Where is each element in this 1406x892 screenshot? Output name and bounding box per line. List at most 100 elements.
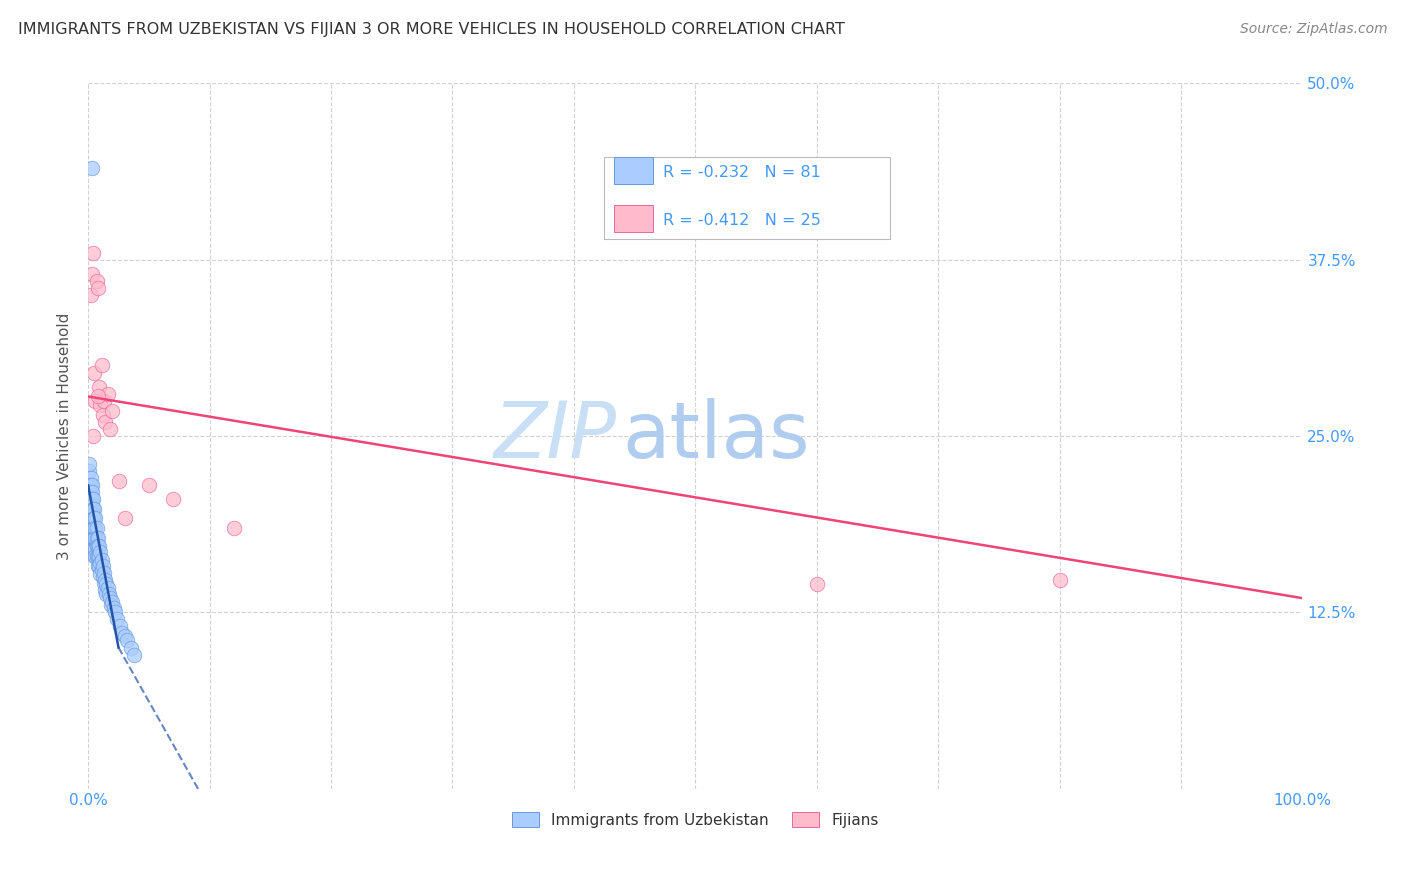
Point bbox=[86, 539, 108, 553]
Point bbox=[83, 366, 105, 380]
Point bbox=[101, 595, 124, 609]
Point bbox=[97, 582, 120, 596]
Point bbox=[82, 531, 104, 545]
Point bbox=[82, 507, 104, 521]
Point bbox=[79, 500, 101, 514]
Text: R = -0.232   N = 81: R = -0.232 N = 81 bbox=[662, 165, 821, 180]
Point bbox=[94, 415, 117, 429]
Point bbox=[80, 534, 103, 549]
Point bbox=[80, 510, 103, 524]
Point bbox=[1049, 573, 1071, 587]
Point bbox=[90, 553, 112, 567]
Point bbox=[115, 633, 138, 648]
Point bbox=[114, 510, 136, 524]
Point bbox=[83, 549, 105, 563]
FancyBboxPatch shape bbox=[614, 157, 652, 184]
Point bbox=[82, 245, 104, 260]
Point bbox=[104, 605, 127, 619]
Point bbox=[120, 640, 142, 655]
Point bbox=[103, 601, 125, 615]
Point bbox=[80, 516, 103, 531]
Point bbox=[79, 492, 101, 507]
Legend: Immigrants from Uzbekistan, Fijians: Immigrants from Uzbekistan, Fijians bbox=[506, 805, 886, 834]
Point bbox=[87, 531, 110, 545]
Point bbox=[806, 577, 828, 591]
Point bbox=[80, 507, 103, 521]
Point bbox=[83, 521, 105, 535]
Point bbox=[84, 549, 107, 563]
Point bbox=[98, 591, 121, 606]
Point bbox=[96, 577, 118, 591]
Point bbox=[83, 510, 105, 524]
Point bbox=[90, 359, 112, 373]
Point bbox=[82, 521, 104, 535]
Point bbox=[111, 626, 134, 640]
Point bbox=[79, 457, 101, 471]
Text: ZIP: ZIP bbox=[494, 398, 616, 474]
Point bbox=[124, 648, 146, 662]
Point bbox=[87, 539, 110, 553]
Point bbox=[91, 570, 114, 584]
Point bbox=[100, 598, 122, 612]
Point bbox=[80, 161, 103, 175]
Point bbox=[86, 521, 108, 535]
Point bbox=[87, 539, 110, 553]
Point bbox=[91, 408, 114, 422]
Text: IMMIGRANTS FROM UZBEKISTAN VS FIJIAN 3 OR MORE VEHICLES IN HOUSEHOLD CORRELATION: IMMIGRANTS FROM UZBEKISTAN VS FIJIAN 3 O… bbox=[18, 22, 845, 37]
Point bbox=[79, 485, 101, 500]
Point bbox=[79, 527, 101, 541]
Point bbox=[79, 507, 101, 521]
Point bbox=[82, 429, 104, 443]
Point bbox=[83, 541, 105, 556]
Point bbox=[93, 393, 115, 408]
FancyBboxPatch shape bbox=[614, 205, 652, 232]
Point bbox=[83, 502, 105, 516]
Point bbox=[87, 549, 110, 563]
Point bbox=[86, 549, 108, 563]
Point bbox=[80, 478, 103, 492]
Point bbox=[138, 478, 160, 492]
Point bbox=[87, 558, 110, 573]
Point bbox=[79, 288, 101, 302]
Point bbox=[105, 612, 128, 626]
Point bbox=[114, 629, 136, 643]
Point bbox=[97, 386, 120, 401]
Point bbox=[83, 531, 105, 545]
Point bbox=[87, 558, 110, 573]
Point bbox=[79, 510, 101, 524]
Point bbox=[90, 563, 112, 577]
Point bbox=[96, 587, 118, 601]
Point bbox=[101, 403, 124, 417]
Point bbox=[80, 492, 103, 507]
FancyBboxPatch shape bbox=[605, 158, 890, 238]
Point bbox=[79, 507, 101, 521]
Point bbox=[91, 558, 114, 573]
Point bbox=[98, 422, 121, 436]
Point bbox=[82, 492, 104, 507]
Point bbox=[162, 492, 184, 507]
Point bbox=[87, 390, 110, 404]
Point bbox=[89, 556, 111, 570]
Point bbox=[80, 267, 103, 281]
Point bbox=[222, 521, 245, 535]
Point bbox=[93, 575, 115, 590]
Point bbox=[94, 573, 117, 587]
Point bbox=[84, 531, 107, 545]
Point bbox=[79, 516, 101, 531]
Point bbox=[79, 500, 101, 514]
Point bbox=[79, 521, 101, 535]
Text: R = -0.412   N = 25: R = -0.412 N = 25 bbox=[662, 212, 821, 227]
Text: atlas: atlas bbox=[623, 398, 810, 474]
Y-axis label: 3 or more Vehicles in Household: 3 or more Vehicles in Household bbox=[58, 312, 72, 559]
Point bbox=[84, 521, 107, 535]
Point bbox=[89, 398, 111, 412]
Point bbox=[84, 510, 107, 524]
Point bbox=[89, 567, 111, 582]
Point bbox=[79, 478, 101, 492]
Point bbox=[108, 619, 131, 633]
Point bbox=[84, 393, 107, 408]
Point bbox=[89, 544, 111, 558]
Point bbox=[79, 485, 101, 500]
Point bbox=[86, 531, 108, 545]
Point bbox=[107, 474, 129, 488]
